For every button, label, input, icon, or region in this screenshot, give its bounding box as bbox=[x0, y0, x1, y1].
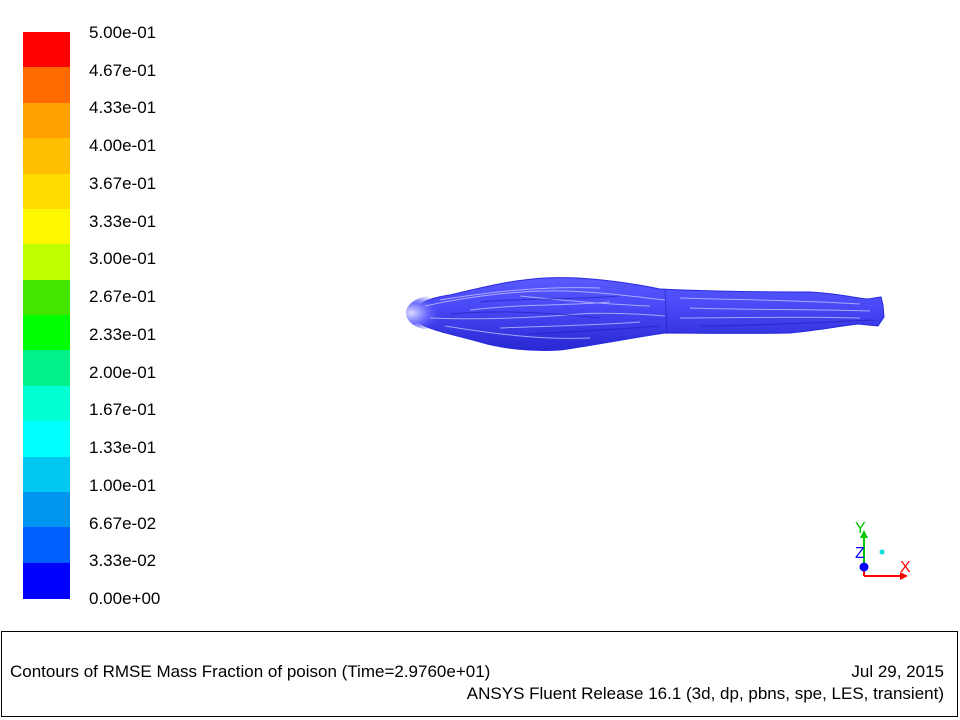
x-axis-label: X bbox=[900, 559, 911, 576]
plume-streaks bbox=[424, 287, 871, 339]
origin-marker bbox=[879, 549, 885, 555]
title-box: Contours of RMSE Mass Fraction of poison… bbox=[1, 631, 958, 717]
colorbar-label: 1.67e-01 bbox=[89, 400, 157, 420]
colorbar-segment bbox=[23, 456, 70, 493]
plot-date: Jul 29, 2015 bbox=[851, 662, 944, 681]
contour-plume bbox=[406, 277, 885, 352]
colorbar-segment bbox=[23, 208, 70, 245]
colorbar-segment bbox=[23, 173, 70, 210]
colorbar-label: 1.00e-01 bbox=[89, 475, 157, 495]
software-release: ANSYS Fluent Release 16.1 (3d, dp, pbns,… bbox=[466, 684, 944, 703]
colorbar-segment bbox=[23, 138, 70, 174]
colorbar-label: 2.67e-01 bbox=[89, 287, 157, 307]
colorbar-label: 1.33e-01 bbox=[89, 438, 157, 458]
colorbar-label: 3.33e-01 bbox=[89, 211, 157, 231]
colorbar-label: 3.67e-01 bbox=[89, 173, 157, 193]
z-axis-dot bbox=[859, 562, 869, 572]
colorbar-segment bbox=[23, 350, 70, 387]
colorbar-segment bbox=[23, 562, 70, 599]
z-axis-label: Z bbox=[855, 545, 865, 562]
axis-triad: Y Z X bbox=[855, 520, 911, 580]
colorbar-label: 2.33e-01 bbox=[89, 324, 157, 344]
colorbar-label: 4.00e-01 bbox=[89, 136, 157, 156]
colorbar bbox=[23, 32, 70, 599]
colorbar-segment bbox=[23, 32, 70, 68]
colorbar-label: 4.33e-01 bbox=[89, 98, 157, 118]
colorbar-label: 3.33e-02 bbox=[89, 551, 157, 571]
colorbar-segment bbox=[23, 527, 70, 564]
colorbar-segment bbox=[23, 421, 70, 457]
colorbar-segment bbox=[23, 279, 70, 316]
colorbar-label: 4.67e-01 bbox=[89, 60, 157, 80]
colorbar-segment bbox=[23, 315, 70, 351]
colorbar-segment bbox=[23, 491, 70, 528]
y-axis-label: Y bbox=[855, 520, 866, 537]
colorbar-label: 0.00e+00 bbox=[89, 589, 161, 608]
colorbar-label: 2.00e-01 bbox=[89, 362, 157, 382]
colorbar-segment bbox=[23, 67, 70, 104]
colorbar-segment bbox=[23, 385, 70, 422]
y-axis-arrow bbox=[860, 530, 868, 538]
plot-caption: Contours of RMSE Mass Fraction of poison… bbox=[10, 662, 491, 681]
plume-body bbox=[414, 277, 885, 352]
colorbar-segment bbox=[23, 102, 70, 139]
graphics-viewport[interactable]: 5.00e-01 4.67e-01 4.33e-01 4.00e-01 3.67e-01… bbox=[0, 0, 960, 630]
colorbar-label: 5.00e-01 bbox=[89, 23, 157, 42]
colorbar-segment bbox=[23, 244, 70, 281]
colorbar-label: 6.67e-02 bbox=[89, 513, 157, 533]
colorbar-label: 3.00e-01 bbox=[89, 249, 157, 269]
x-axis-arrow bbox=[900, 572, 908, 580]
